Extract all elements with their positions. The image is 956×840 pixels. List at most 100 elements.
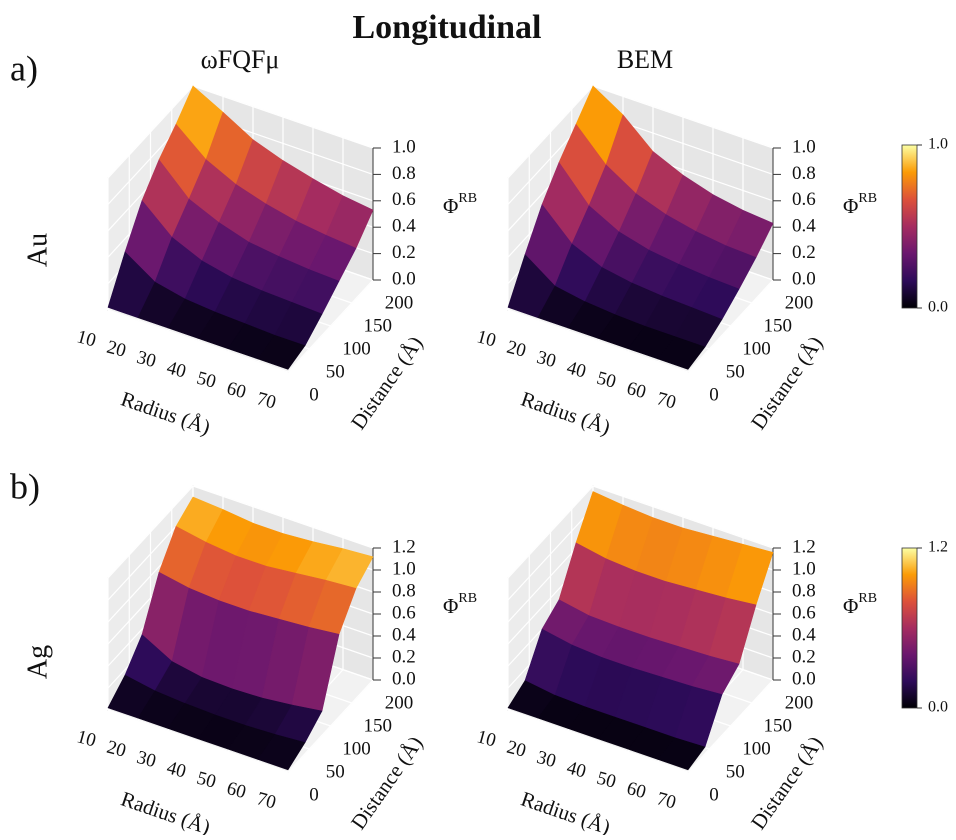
grid-line xyxy=(192,485,374,549)
colorbar-tick-label: 1.2 xyxy=(928,539,948,556)
x-tick-label: 50 xyxy=(194,368,218,393)
z-tick-label: 1.0 xyxy=(392,136,416,157)
z-axis-label-sup: RB xyxy=(458,591,477,606)
surface-chart: 10 20 30 40 50 60 70 0501001502000.00.20.40.60.… xyxy=(74,84,477,439)
x-tick-label: 50 xyxy=(594,368,618,393)
x-axis-label: Radius (Å) xyxy=(118,786,214,835)
x-tick-label: 30 xyxy=(134,747,158,772)
grid-line xyxy=(507,709,689,773)
x-tick-label: 10 xyxy=(74,326,98,351)
x-tick-label: 20 xyxy=(504,737,528,762)
z-tick-label: 0.8 xyxy=(792,580,816,601)
grid-line xyxy=(507,485,594,579)
x-tick-label: 20 xyxy=(104,337,128,362)
colorbar-tick-label: 1.0 xyxy=(928,136,948,153)
z-axis-label: ΦRB xyxy=(843,191,877,218)
x-tick-label: 40 xyxy=(164,357,188,382)
x-tick-label: 50 xyxy=(594,768,618,793)
y-tick-label: 50 xyxy=(726,761,745,782)
z-tick-label: 0.2 xyxy=(792,646,816,667)
x-tick-label: 20 xyxy=(104,737,128,762)
x-tick-label: 50 xyxy=(194,768,218,793)
x-tick-label: 30 xyxy=(534,347,558,372)
z-tick-label: 1.0 xyxy=(792,136,816,157)
grid-line xyxy=(592,485,774,549)
surface-patch xyxy=(257,335,306,370)
grid-line xyxy=(507,85,594,179)
surface-patch xyxy=(657,737,706,771)
z-tick-label: 1.2 xyxy=(792,536,816,557)
z-axis-label-base: Φ xyxy=(443,194,458,218)
z-tick-label: 0.4 xyxy=(392,624,416,645)
x-tick-label: 60 xyxy=(224,378,248,403)
y-tick-label: 0 xyxy=(709,384,719,405)
z-tick-label: 0.2 xyxy=(392,242,416,263)
z-tick-label: 0.8 xyxy=(392,580,416,601)
z-tick-label: 0.0 xyxy=(392,668,416,689)
z-axis-label-base: Φ xyxy=(843,194,858,218)
y-tick-label: 50 xyxy=(326,361,345,382)
x-tick-label: 40 xyxy=(564,357,588,382)
y-tick-label: 0 xyxy=(709,784,719,805)
y-tick-label: 0 xyxy=(309,384,319,405)
x-tick-label: 60 xyxy=(624,378,648,403)
y-tick-label: 100 xyxy=(742,738,771,759)
grid-line xyxy=(107,485,194,579)
y-tick-label: 150 xyxy=(764,315,793,336)
z-axis-label-sup: RB xyxy=(858,591,877,606)
grid-line xyxy=(507,309,689,373)
surface-patch xyxy=(657,336,706,370)
z-tick-label: 0.8 xyxy=(392,163,416,184)
colorbar-tick-label: 0.0 xyxy=(928,699,948,716)
x-tick-label: 60 xyxy=(624,778,648,803)
grid-line xyxy=(107,85,194,179)
grid-line xyxy=(592,85,774,149)
colorbar xyxy=(901,547,918,709)
z-tick-label: 0.0 xyxy=(792,268,816,289)
z-tick-label: 0.4 xyxy=(792,624,816,645)
z-tick-label: 0.6 xyxy=(792,189,816,210)
colorbar-tick-label: 0.0 xyxy=(928,299,948,316)
x-tick-label: 20 xyxy=(504,337,528,362)
z-axis-label-sup: RB xyxy=(458,191,477,206)
y-tick-label: 50 xyxy=(326,761,345,782)
z-tick-label: 0.2 xyxy=(792,242,816,263)
x-tick-label: 30 xyxy=(134,347,158,372)
x-axis-label: Radius (Å) xyxy=(118,386,214,439)
x-tick-label: 10 xyxy=(474,726,498,751)
figure-title: Longitudinal xyxy=(353,9,542,46)
row-label: Au xyxy=(22,233,53,267)
z-tick-label: 1.0 xyxy=(792,558,816,579)
z-tick-label: 1.0 xyxy=(392,558,416,579)
y-tick-label: 200 xyxy=(785,292,814,313)
x-tick-label: 10 xyxy=(474,326,498,351)
z-tick-label: 0.4 xyxy=(392,216,416,237)
y-tick-label: 150 xyxy=(364,715,393,736)
z-tick-label: 0.8 xyxy=(792,163,816,184)
x-tick-label: 60 xyxy=(224,778,248,803)
x-tick-label: 70 xyxy=(254,388,278,413)
z-tick-label: 0.6 xyxy=(392,189,416,210)
grid-line xyxy=(192,85,374,149)
y-tick-label: 100 xyxy=(342,738,371,759)
z-axis-label: ΦRB xyxy=(443,591,477,618)
z-tick-label: 0.6 xyxy=(792,602,816,623)
x-tick-label: 70 xyxy=(654,388,678,413)
z-tick-label: 0.0 xyxy=(392,268,416,289)
x-tick-label: 10 xyxy=(74,726,98,751)
z-axis-label-base: Φ xyxy=(443,594,458,618)
y-tick-label: 200 xyxy=(385,692,414,713)
panel-label: a) xyxy=(10,48,38,88)
y-tick-label: 50 xyxy=(726,361,745,382)
z-axis-label-sup: RB xyxy=(858,191,877,206)
x-tick-label: 40 xyxy=(564,757,588,782)
y-tick-label: 100 xyxy=(342,338,371,359)
z-tick-label: 1.2 xyxy=(392,536,416,557)
z-axis-label-base: Φ xyxy=(843,594,858,618)
surface-chart: 10 20 30 40 50 60 70 0501001502000.00.20.40.60.… xyxy=(474,84,948,439)
column-title: ωFQFμ xyxy=(201,45,280,74)
z-axis-label: ΦRB xyxy=(843,591,877,618)
grid-line xyxy=(107,309,289,373)
